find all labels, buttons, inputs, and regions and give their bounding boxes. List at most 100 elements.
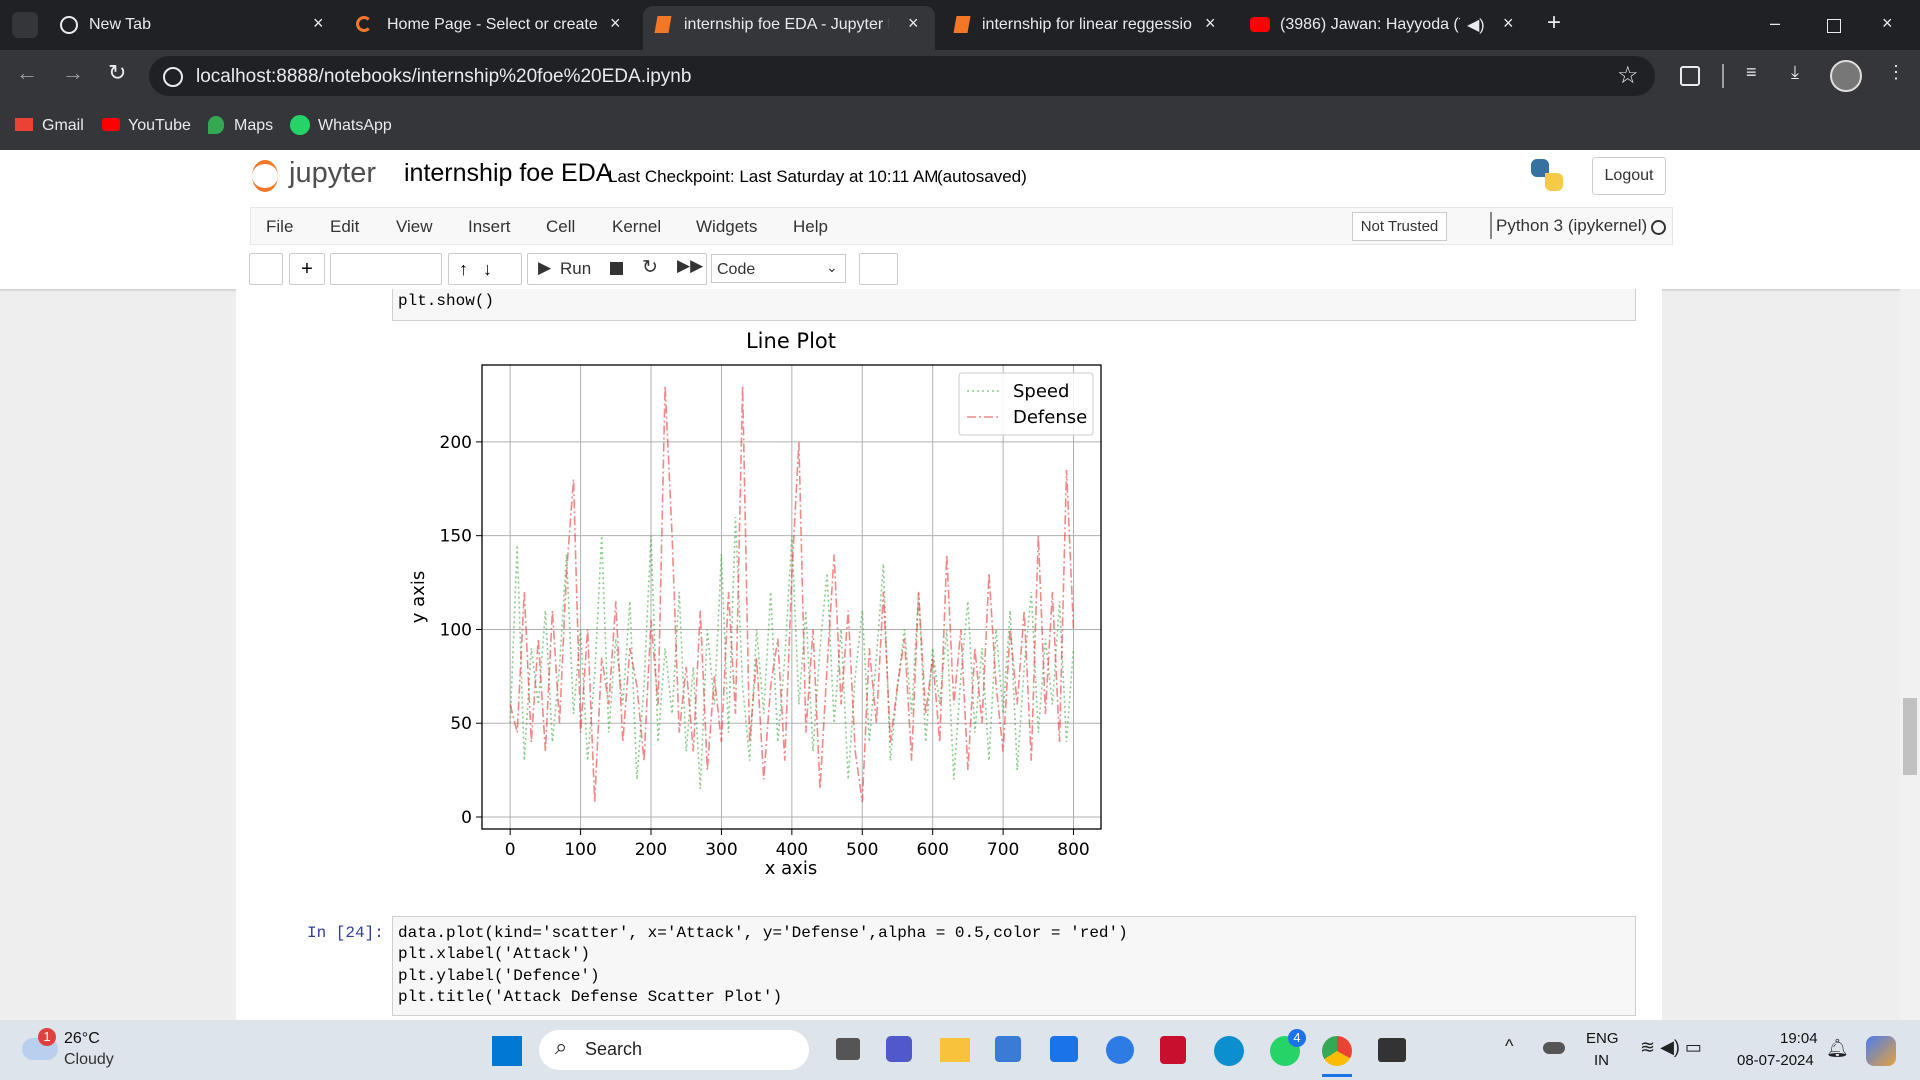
bookmark[interactable]: Gmail (42, 117, 84, 134)
temperature[interactable]: 26°C (64, 1030, 100, 1047)
series-line (509, 385, 1075, 803)
network-volume-battery[interactable]: ≋ ◀) ▭ (1640, 1037, 1702, 1057)
task-view[interactable] (836, 1038, 860, 1060)
run-button[interactable]: Run (560, 259, 592, 278)
tab-close[interactable]: × (610, 13, 621, 33)
file-explorer[interactable] (940, 1038, 970, 1062)
menu-item[interactable]: Widgets (696, 217, 758, 236)
code-cell-input[interactable] (392, 916, 1636, 1016)
menu-item[interactable]: Edit (330, 217, 360, 236)
tab-search-button[interactable] (12, 12, 38, 38)
tab-close[interactable]: × (313, 13, 324, 33)
interrupt-button[interactable] (610, 262, 623, 275)
onedrive[interactable] (1543, 1042, 1565, 1054)
minimize[interactable]: – (1770, 13, 1781, 33)
code-line: plt.title('Attack Defense Scatter Plot') (398, 988, 783, 1006)
bookmark-star[interactable]: ☆ (1617, 62, 1639, 89)
profile[interactable] (1830, 60, 1862, 92)
search-box[interactable] (539, 1030, 809, 1070)
search-label[interactable]: Search (585, 1039, 643, 1059)
address-bar[interactable]: localhost:8888/notebooks/internship%20fo… (149, 56, 1655, 96)
logout-button[interactable]: Logout (1592, 157, 1666, 195)
command-palette-button[interactable] (859, 253, 898, 285)
app-icon[interactable] (1050, 1036, 1078, 1062)
cut-copy-paste-buttons[interactable] (330, 253, 442, 285)
tab-title[interactable]: internship for linear reggession (982, 16, 1192, 33)
tab-close[interactable]: × (908, 13, 919, 33)
extensions[interactable] (1680, 66, 1700, 86)
restart-run-all-button[interactable]: ▶▶ (677, 256, 704, 275)
x-tick-label: 700 (987, 840, 1019, 860)
save-button[interactable] (249, 253, 283, 285)
cell-type-select[interactable]: Code (711, 254, 846, 283)
weather-badge: 1 (38, 1028, 56, 1046)
tab-close[interactable]: × (1503, 13, 1514, 33)
x-tick-label: 300 (705, 840, 737, 860)
help-app[interactable] (1106, 1036, 1134, 1064)
media-control[interactable]: ≡ (1746, 62, 1757, 82)
site-info[interactable] (163, 67, 183, 87)
teams[interactable] (886, 1036, 912, 1062)
bookmark[interactable]: WhatsApp (318, 117, 392, 134)
x-tick-label: 800 (1057, 840, 1089, 860)
menu-item[interactable]: Kernel (612, 217, 662, 236)
mcafee[interactable] (1160, 1036, 1186, 1064)
clock-date[interactable]: 08-07-2024 (1737, 1052, 1814, 1069)
code-line: plt.xlabel('Attack') (398, 945, 591, 963)
forward[interactable]: → (62, 60, 84, 85)
weather[interactable]: Cloudy (64, 1051, 114, 1068)
insert-cell-button[interactable]: + (289, 253, 325, 285)
notebook-name[interactable]: internship foe EDA (404, 159, 613, 187)
language[interactable]: ENG (1586, 1030, 1619, 1047)
close-window[interactable]: × (1882, 13, 1893, 33)
restart-button[interactable]: ↻ (642, 257, 658, 278)
start-button[interactable] (492, 1036, 522, 1066)
downloads[interactable]: ⤓ (1791, 62, 1799, 82)
legend-label: Speed (1013, 381, 1069, 402)
jupyter-logo[interactable]: jupyter (289, 157, 377, 189)
menu[interactable]: ⋮ (1887, 62, 1905, 82)
copilot[interactable] (1866, 1036, 1896, 1066)
store[interactable] (995, 1036, 1021, 1062)
taskbar: 1 26°C Cloudy ⌕ Search 4 ^ ENG IN ≋ ◀) ▭… (0, 1020, 1920, 1080)
y-tick-label: 200 (440, 433, 472, 453)
whatsapp-badge: 4 (1288, 1029, 1306, 1047)
menu-item[interactable]: Insert (468, 217, 511, 236)
chrome[interactable] (1322, 1036, 1352, 1066)
back[interactable]: ← (16, 60, 38, 85)
menu-item[interactable]: File (266, 217, 294, 236)
axes-frame (481, 364, 1102, 830)
tab-title[interactable]: internship foe EDA - Jupyter No (684, 16, 889, 33)
menu-item[interactable]: Help (793, 217, 828, 236)
terminal[interactable] (1378, 1038, 1406, 1062)
code-cell-input[interactable] (392, 289, 1636, 321)
active-tab[interactable] (643, 6, 935, 50)
tab-close[interactable]: × (1205, 13, 1216, 33)
bookmark-icon (102, 118, 120, 131)
scrollbar[interactable] (1900, 289, 1920, 1020)
menu-item[interactable]: View (396, 217, 433, 236)
new-tab[interactable]: + (1547, 9, 1562, 36)
clock-time[interactable]: 19:04 (1780, 1030, 1818, 1047)
bookmark[interactable]: YouTube (128, 117, 191, 134)
restore[interactable] (1827, 19, 1841, 33)
tab-title[interactable]: Home Page - Select or create a (387, 16, 597, 33)
region[interactable]: IN (1594, 1052, 1609, 1069)
tray-chevron[interactable]: ^ (1505, 1036, 1514, 1056)
scrollbar-thumb[interactable] (1903, 698, 1917, 775)
x-tick-label: 500 (846, 840, 878, 860)
legend-box (958, 372, 1094, 436)
edge[interactable] (1214, 1036, 1244, 1066)
y-axis-label: y axis (408, 571, 429, 623)
url[interactable]: localhost:8888/notebooks/internship%20fo… (196, 66, 692, 87)
tab-title[interactable]: (3986) Jawan: Hayyoda (Tam (1280, 16, 1460, 33)
move-buttons[interactable]: ↑ ↓ (448, 253, 522, 285)
reload[interactable]: ↻ (108, 60, 127, 85)
bookmark[interactable]: Maps (234, 117, 274, 134)
notifications[interactable]: 🔔︎ (1826, 1038, 1849, 1058)
trust-indicator[interactable]: Not Trusted (1352, 212, 1447, 241)
autosave: (autosaved) (937, 167, 1027, 186)
menu-item[interactable]: Cell (546, 217, 576, 236)
x-tick-label: 0 (505, 840, 516, 860)
tab-title[interactable]: New Tab (89, 16, 151, 33)
